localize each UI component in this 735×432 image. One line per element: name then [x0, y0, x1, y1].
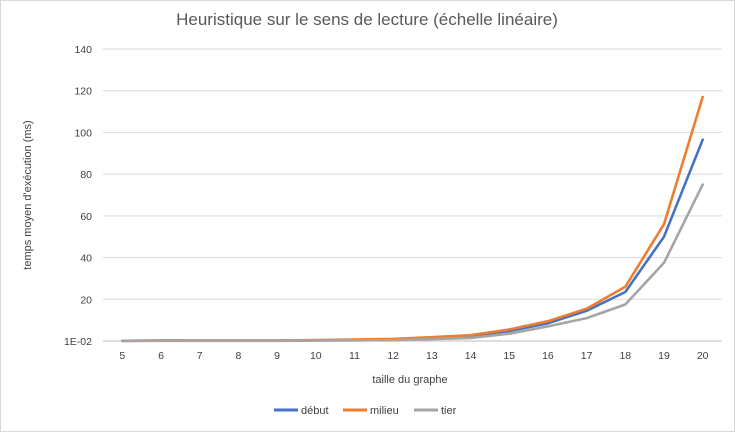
legend-label: milieu — [370, 405, 399, 417]
y-tick-label: 140 — [74, 44, 92, 56]
x-tick-label: 13 — [426, 350, 438, 362]
series-line-milieu — [121, 95, 705, 343]
x-axis-label: taille du graphe — [372, 374, 447, 386]
y-tick-label: 60 — [80, 211, 92, 223]
y-tick-label: 20 — [80, 294, 92, 306]
x-tick-label: 17 — [581, 350, 593, 362]
y-axis-tick-labels: 1E-02 20 40 60 80 100 120 140 — [64, 44, 92, 348]
legend-label: début — [301, 405, 329, 417]
chart-title: Heuristique sur le sens de lecture (éche… — [176, 10, 558, 29]
x-tick-label: 15 — [503, 350, 515, 362]
x-axis-tick-labels: 5 6 7 8 9 10 11 12 13 14 15 16 17 18 19 20 — [119, 350, 708, 362]
series-line-début — [121, 138, 705, 343]
y-tick-label: 80 — [80, 169, 92, 181]
series-line-tier — [121, 183, 705, 343]
x-tick-label: 19 — [658, 350, 670, 362]
series-lines — [121, 95, 705, 343]
x-tick-label: 5 — [119, 350, 125, 362]
x-tick-label: 18 — [619, 350, 631, 362]
y-tick-label: 100 — [74, 127, 92, 139]
x-tick-label: 12 — [387, 350, 399, 362]
x-tick-label: 8 — [235, 350, 241, 362]
y-tick-label: 40 — [80, 253, 92, 265]
x-tick-label: 16 — [542, 350, 554, 362]
x-tick-label: 20 — [697, 350, 709, 362]
y-tick-label: 1E-02 — [64, 336, 92, 348]
y-axis-label: temps moyen d'exécution (ms) — [22, 120, 34, 269]
x-tick-label: 6 — [158, 350, 164, 362]
x-tick-label: 14 — [465, 350, 477, 362]
gridlines — [103, 48, 722, 342]
legend-label: tier — [441, 405, 457, 417]
x-tick-label: 9 — [274, 350, 280, 362]
x-tick-label: 10 — [310, 350, 322, 362]
x-tick-label: 11 — [349, 350, 360, 362]
legend: début milieu tier — [274, 405, 457, 417]
x-tick-label: 7 — [197, 350, 203, 362]
y-tick-label: 120 — [74, 86, 92, 98]
